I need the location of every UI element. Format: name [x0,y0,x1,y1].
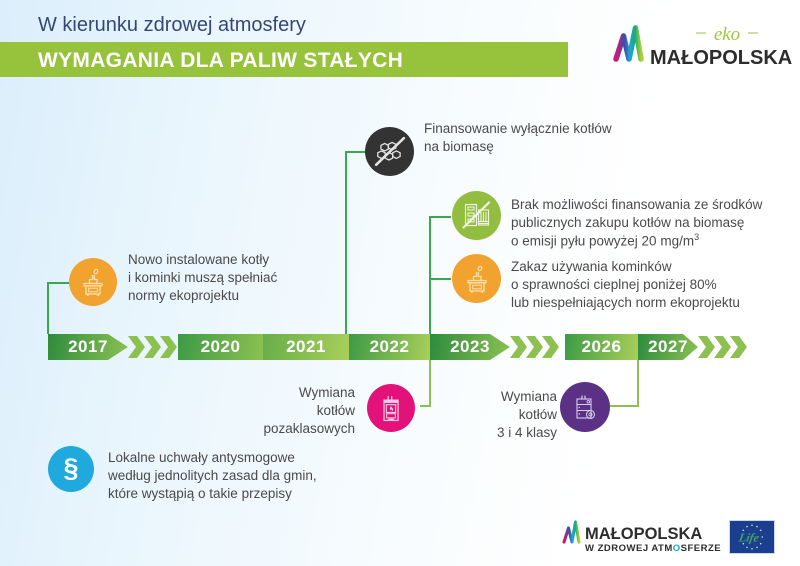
svg-text:§: § [63,454,78,483]
svg-text:MAŁOPOLSKA: MAŁOPOLSKA [650,47,792,69]
svg-text:MAŁOPOLSKA: MAŁOPOLSKA [585,525,702,543]
svg-text:Life: Life [737,531,761,545]
svg-text:eko: eko [714,24,740,45]
svg-text:W ZDROWEJ ATMOSFERZE: W ZDROWEJ ATMOSFERZE [585,543,721,554]
